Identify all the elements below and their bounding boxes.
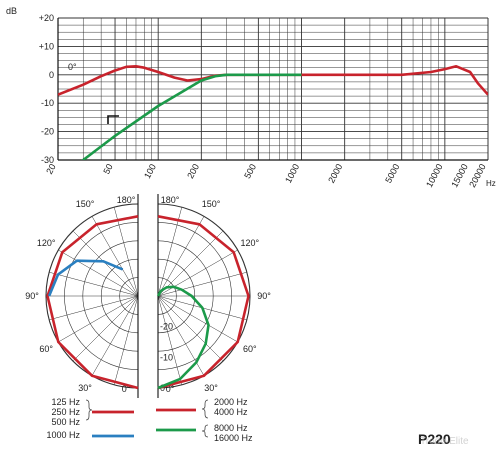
- angle-label: 60°: [243, 344, 257, 354]
- legend-label: 500 Hz: [51, 417, 80, 427]
- x-tick-label: 20000: [467, 162, 488, 189]
- polar-spoke: [49, 271, 139, 297]
- x-tick-label: 10000: [424, 162, 445, 189]
- polar-spoke: [157, 295, 205, 376]
- polar-spoke: [91, 216, 139, 297]
- radial-label: -20: [160, 322, 173, 332]
- x-axis-label: Hz: [486, 179, 496, 188]
- polar-spoke: [157, 271, 247, 297]
- angle-label: 90°: [257, 291, 271, 301]
- polar-spoke: [157, 295, 238, 343]
- legend-brace: [201, 424, 209, 438]
- legend-label: 16000 Hz: [214, 433, 253, 443]
- angle-label: 30°: [204, 383, 218, 393]
- response-curve: [58, 65, 488, 96]
- y-tick-label: 0: [49, 70, 54, 80]
- low-cut-symbol: [107, 115, 119, 124]
- x-tick-label: 5000: [383, 162, 401, 184]
- x-tick-label: 100: [142, 162, 158, 180]
- angle-label: 60°: [39, 344, 53, 354]
- polar-spoke: [58, 295, 139, 343]
- angle-label: 120°: [240, 238, 259, 248]
- polar-spoke: [157, 295, 224, 362]
- response-curve: [81, 73, 302, 160]
- polar-curve: [157, 215, 250, 390]
- y-tick-label: -30: [41, 155, 54, 165]
- radial-label: -10: [160, 352, 173, 362]
- legend-label: 250 Hz: [51, 407, 80, 417]
- angle-label: 120°: [37, 238, 56, 248]
- polar-spoke: [113, 295, 139, 385]
- polar-spoke: [113, 207, 139, 297]
- watermark: Trodo-Elite: [420, 436, 469, 447]
- polar-spoke: [58, 249, 139, 297]
- y-tick-label: -20: [41, 127, 54, 137]
- legend-brace: [201, 399, 209, 419]
- frequency-response-chart: +20 +10 0 -10 -20 -30 dB Hz 20 50 100 200 500 1000 200…: [6, 6, 496, 189]
- polar-spoke: [72, 295, 139, 362]
- polar-pattern-chart: 180° 180° 150° 150° 120° 120° 90° 90° 60° 60° 30° 3…: [25, 194, 271, 398]
- y-tick-label: -10: [41, 98, 54, 108]
- angle-label: 30°: [78, 383, 92, 393]
- angle-label: 180°: [161, 195, 180, 205]
- angle-label: 180°: [117, 195, 136, 205]
- legend-label: 125 Hz: [51, 397, 80, 407]
- polar-curve: [156, 285, 210, 390]
- legend-label: 1000 Hz: [46, 430, 80, 440]
- angle-label: 150°: [76, 199, 95, 209]
- angle-label: 150°: [202, 199, 221, 209]
- polar-spoke: [157, 216, 205, 297]
- polar-spoke: [157, 295, 183, 385]
- legend-brace: [85, 399, 93, 421]
- polar-curve: [46, 215, 139, 390]
- x-tick-label: 2000: [326, 162, 344, 184]
- y-axis-label: dB: [6, 6, 17, 16]
- polar-spoke: [157, 249, 238, 297]
- x-tick-label: 200: [185, 162, 201, 180]
- polar-spoke: [157, 207, 183, 297]
- x-tick-label: 50: [101, 162, 115, 176]
- polar-spoke: [91, 295, 139, 376]
- response-annotation: 0°: [68, 62, 77, 72]
- y-tick-label: +10: [39, 41, 54, 51]
- polar-spoke: [49, 295, 139, 321]
- model-name: P220: [418, 431, 451, 447]
- angle-label: 0°: [166, 384, 175, 394]
- angle-label: 90°: [25, 291, 39, 301]
- x-tick-label: 1000: [283, 162, 301, 184]
- y-tick-label: +20: [39, 13, 54, 23]
- polar-spoke: [157, 230, 224, 297]
- x-tick-label: 20: [44, 162, 58, 176]
- legend-label: 2000 Hz: [214, 397, 248, 407]
- legend-label: 4000 Hz: [214, 407, 248, 417]
- legend-label: 8000 Hz: [214, 423, 248, 433]
- x-tick-label: 500: [242, 162, 258, 180]
- polar-curve: [47, 259, 124, 297]
- angle-label: 0°: [122, 384, 131, 394]
